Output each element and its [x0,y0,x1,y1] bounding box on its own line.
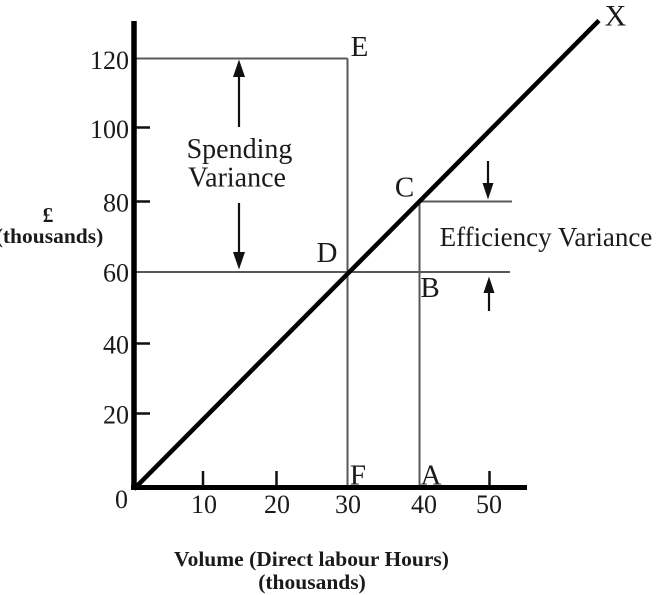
y-axis-title: £ [43,203,54,227]
y-tick-label-40: 40 [103,331,129,360]
x-axis-title: Volume (Direct labour Hours) [174,547,449,571]
spending-variance-label-line2: Variance [188,163,286,194]
spending-arrow-down-head [233,252,245,270]
x-tick-label-40: 40 [411,490,437,519]
x-tick-label-10: 10 [191,490,217,519]
y-axis-title-units: (thousands) [0,224,103,248]
y-tick-label-100: 100 [90,115,129,144]
y-tick-label-60: 60 [103,259,129,288]
x-tick-label-50: 50 [476,490,502,519]
y-tick-label-20: 20 [103,401,129,430]
efficiency-variance-label: Efficiency Variance [440,222,653,252]
point-label-a: A [421,460,442,492]
point-label-e: E [351,31,369,63]
point-label-f: F [350,460,366,492]
x-tick-label-30: 30 [335,490,361,519]
budget-line [132,18,601,491]
x-axis-title-units: (thousands) [258,570,366,594]
efficiency-arrow-down-head [482,183,494,200]
spending-arrow-up-head [233,59,245,77]
y-tick-label-80: 80 [103,189,129,218]
origin-label: 0 [115,485,128,514]
efficiency-arrow-up-head [483,276,495,293]
series-label-x: X [605,0,627,33]
point-label-b: B [420,272,439,304]
point-label-c: C [395,172,414,204]
point-label-d: D [317,237,338,269]
x-tick-label-20: 20 [264,490,290,519]
y-tick-label-120: 120 [90,46,129,75]
spending-variance-label-line1: Spending [187,134,293,165]
